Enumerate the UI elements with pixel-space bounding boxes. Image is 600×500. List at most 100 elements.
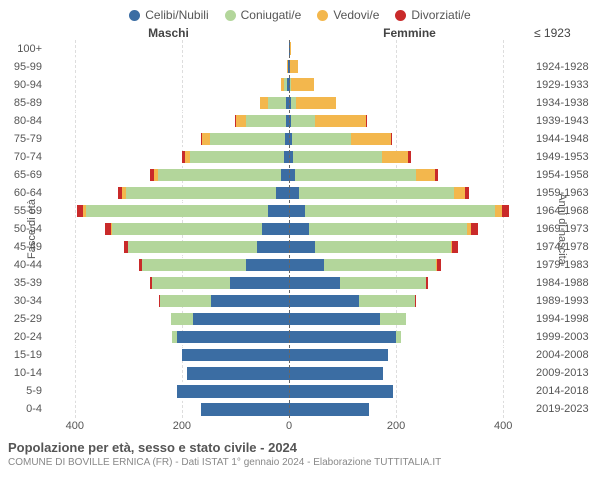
bar-row xyxy=(48,201,289,219)
legend-label: Vedovi/e xyxy=(333,8,379,22)
birth-label: 1959-1963 xyxy=(536,184,600,202)
birth-label: 1954-1958 xyxy=(536,166,600,184)
bar-row xyxy=(289,75,530,93)
legend-swatch xyxy=(129,10,140,21)
x-ticks: 4002000200400 xyxy=(48,420,530,434)
footer-title: Popolazione per età, sesso e stato civil… xyxy=(8,440,592,455)
age-label: 75-79 xyxy=(0,130,42,148)
age-label: 90-94 xyxy=(0,76,42,94)
bar-row xyxy=(48,40,289,57)
bar-segment xyxy=(305,205,495,217)
legend: Celibi/Nubili Coniugati/e Vedovi/e Divorzia… xyxy=(0,0,600,26)
legend-item: Divorziati/e xyxy=(395,8,470,22)
bar-row xyxy=(289,310,530,328)
bar-segment xyxy=(452,241,457,253)
plot-area xyxy=(48,40,530,418)
birth-label: 1949-1953 xyxy=(536,148,600,166)
male-rows xyxy=(48,40,289,418)
bar-row xyxy=(48,57,289,75)
birth-label: 1934-1938 xyxy=(536,94,600,112)
bar-row xyxy=(48,310,289,328)
age-label: 95-99 xyxy=(0,58,42,76)
bar-segment xyxy=(315,241,452,253)
bar-segment xyxy=(289,367,383,379)
bar-row xyxy=(289,346,530,364)
x-axis: 4002000200400 xyxy=(0,420,600,434)
birth-label: 1999-2003 xyxy=(536,328,600,346)
legend-swatch xyxy=(395,10,406,21)
chart-area: Fasce di età Anni di nascita 100+95-9990… xyxy=(0,40,600,418)
bar-row xyxy=(48,346,289,364)
age-label: 70-74 xyxy=(0,148,42,166)
bar-segment xyxy=(201,403,289,415)
x-tick: 200 xyxy=(173,420,191,432)
bar-segment xyxy=(177,331,289,343)
bar-row xyxy=(48,111,289,129)
bar-segment xyxy=(315,115,366,127)
age-axis: 100+95-9990-9485-8980-8475-7970-7465-696… xyxy=(0,40,48,418)
legend-label: Divorziati/e xyxy=(411,8,470,22)
bar-segment xyxy=(289,331,396,343)
birth-label: 1964-1968 xyxy=(536,202,600,220)
bar-row xyxy=(48,183,289,201)
bar-row xyxy=(289,147,530,165)
birth-label: 1939-1943 xyxy=(536,112,600,130)
legend-label: Celibi/Nubili xyxy=(145,8,208,22)
bar-row xyxy=(48,274,289,292)
bar-segment xyxy=(359,295,415,307)
bar-segment xyxy=(296,97,336,109)
bar-segment xyxy=(382,151,409,163)
bar-segment xyxy=(289,385,393,397)
birth-label: 2009-2013 xyxy=(536,364,600,382)
bar-row xyxy=(48,400,289,418)
bar-row xyxy=(48,328,289,346)
birth-label: 2014-2018 xyxy=(536,382,600,400)
birth-label: 1944-1948 xyxy=(536,130,600,148)
bar-segment xyxy=(262,223,289,235)
birth-label: 1994-1998 xyxy=(536,310,600,328)
bar-row xyxy=(48,75,289,93)
bar-segment xyxy=(290,60,298,72)
age-label: 65-69 xyxy=(0,166,42,184)
bar-segment xyxy=(471,223,478,235)
bar-segment xyxy=(257,241,289,253)
bar-row xyxy=(289,40,530,57)
bar-segment xyxy=(142,259,246,271)
legend-swatch xyxy=(225,10,236,21)
bar-row xyxy=(289,129,530,147)
bar-segment xyxy=(293,151,381,163)
age-label: 5-9 xyxy=(0,382,42,400)
bar-segment xyxy=(289,223,309,235)
bar-row xyxy=(48,165,289,183)
bar-segment xyxy=(281,169,289,181)
header-female: Femmine xyxy=(289,26,530,40)
bar-segment xyxy=(246,259,289,271)
y-axis-title-left: Fasce di età xyxy=(26,199,38,259)
bar-row xyxy=(289,256,530,274)
birth-label xyxy=(536,40,600,58)
header-male: Maschi xyxy=(48,26,289,40)
bar-row xyxy=(289,183,530,201)
bar-segment xyxy=(190,151,284,163)
bar-segment xyxy=(416,169,435,181)
bar-row xyxy=(289,111,530,129)
bar-segment xyxy=(299,187,454,199)
bar-row xyxy=(289,238,530,256)
bar-segment xyxy=(289,349,388,361)
bar-row xyxy=(289,57,530,75)
bar-segment xyxy=(502,205,509,217)
legend-label: Coniugati/e xyxy=(241,8,302,22)
age-label: 85-89 xyxy=(0,94,42,112)
age-label: 25-29 xyxy=(0,310,42,328)
bar-segment xyxy=(391,133,392,145)
bar-row xyxy=(48,129,289,147)
center-line xyxy=(289,40,290,418)
bar-segment xyxy=(437,259,440,271)
bar-segment xyxy=(182,349,289,361)
bar-segment xyxy=(289,403,369,415)
bar-segment xyxy=(408,151,410,163)
bar-segment xyxy=(292,133,351,145)
x-tick: 200 xyxy=(387,420,405,432)
bar-row xyxy=(289,364,530,382)
bar-segment xyxy=(158,169,281,181)
